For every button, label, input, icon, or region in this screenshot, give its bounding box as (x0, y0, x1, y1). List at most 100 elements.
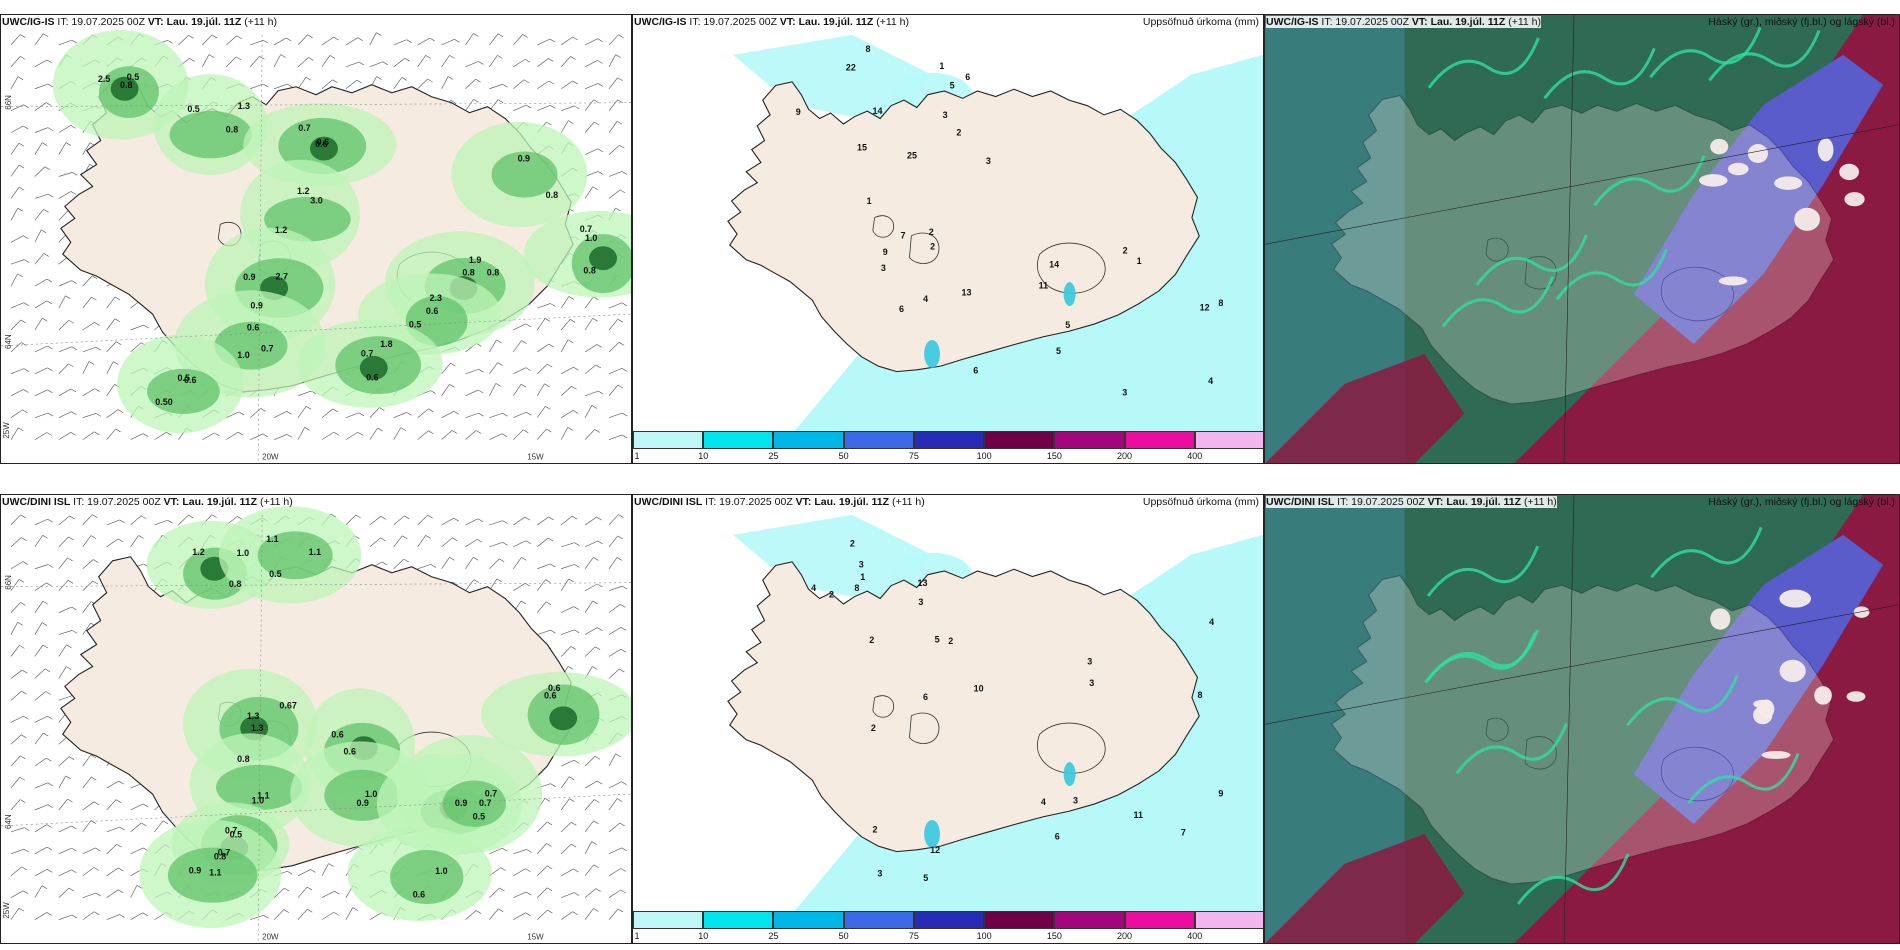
wind-barb (34, 535, 43, 548)
wind-barb-flag (357, 37, 364, 42)
wind-barb (584, 908, 594, 920)
wind-barb-flag (550, 303, 556, 307)
precip-area (110, 76, 139, 101)
wind-barb-flag (568, 578, 574, 583)
wind-barb (537, 58, 549, 68)
wind-barb (106, 889, 119, 898)
wind-barb (537, 843, 547, 855)
wind-barb (321, 863, 329, 876)
wind-barb-flag (93, 559, 99, 563)
wind-barb-flag (41, 229, 47, 234)
wind-barb-flag (574, 105, 580, 110)
wind-barb-flag (619, 189, 626, 194)
glacier-outline (1524, 256, 1557, 290)
high-cloud-gap (1779, 659, 1806, 683)
coord-label-lon25: 25W (2, 902, 11, 919)
wind-barb (154, 820, 164, 833)
accum-value-label: 5 (923, 873, 928, 883)
wind-barb (273, 410, 287, 419)
wind-barb-flag (71, 411, 77, 416)
cloud-cover-map[interactable] (1265, 495, 1899, 944)
wind-barb-flag (23, 848, 30, 853)
wind-barb-flag (47, 127, 54, 131)
precip-value-label: 1.0 (252, 795, 264, 805)
high-cloud-gap (1839, 163, 1859, 181)
wind-barb (441, 411, 455, 419)
wind-barb-flag (595, 364, 601, 369)
precip-value-label: 0.6 (366, 373, 378, 383)
wind-barb-flag (594, 756, 601, 760)
accum-value-label: 8 (1198, 690, 1203, 700)
accum-value-label: 5 (1056, 346, 1061, 356)
wind-barb-flag (237, 516, 243, 520)
glacier-outline (1660, 266, 1734, 322)
wind-barb (465, 579, 475, 591)
wind-barb (465, 78, 476, 90)
wind-barb-flag (142, 912, 148, 917)
glacier-outline (1485, 717, 1509, 742)
wind-barb (58, 346, 72, 353)
wind-barb (369, 516, 382, 526)
coord-label-lon15: 15W (527, 933, 544, 942)
cloud-cover-map[interactable] (1265, 15, 1899, 464)
wind-barb (513, 582, 526, 591)
wind-barb (608, 121, 618, 133)
cloud-edge (1626, 674, 1739, 727)
wind-barb (274, 83, 288, 90)
wind-barb-flag (117, 538, 124, 543)
wind-barb-flag (621, 781, 627, 786)
wind-barb-flag (502, 412, 508, 417)
wind-barb-flag (140, 515, 147, 520)
wind-barb (441, 537, 453, 548)
wind-barb-flag (66, 644, 72, 649)
wind-barb (513, 58, 526, 68)
wind-barb (297, 427, 305, 440)
wind-barb-flag (47, 804, 53, 809)
wind-barb (34, 804, 48, 811)
wind-barb-flag (44, 668, 51, 673)
coord-label-lon25: 25W (2, 422, 11, 439)
accum-value-label: 2 (850, 539, 855, 549)
wind-barb (345, 61, 360, 68)
precip-value-label: 0.6 (548, 683, 560, 693)
wind-barb-flag (20, 56, 26, 60)
wind-barb (513, 516, 526, 526)
precip-value-label: 0.9 (189, 865, 201, 875)
wind-barb-flag (263, 83, 269, 88)
wind-barb (608, 798, 618, 811)
wind-barb (58, 125, 71, 133)
high-cloud-gap (1718, 276, 1748, 286)
wind-barb (417, 430, 429, 440)
wind-barb-flag (310, 390, 317, 395)
glacier-outline (872, 215, 895, 238)
wind-barb (561, 759, 574, 767)
wind-barb (10, 799, 21, 811)
wind-barb-flag (21, 690, 27, 695)
wind-barb-flag (597, 148, 603, 153)
panel-dini-wind: UWC/DINI ISL IT: 19.07.2025 00Z VT: Lau.… (0, 494, 632, 944)
wind-barb-flag (333, 36, 339, 41)
precip-value-label: 1.3 (238, 101, 250, 111)
wind-barb (513, 849, 527, 855)
wind-barb-flag (524, 58, 531, 63)
wind-barb (584, 405, 593, 418)
wind-barb-flag (520, 383, 527, 388)
wind-barb (34, 193, 49, 199)
wind-barb-flag (45, 691, 51, 695)
wind-barb (489, 383, 497, 396)
wind-barb (537, 38, 551, 46)
wind-barb (560, 319, 571, 331)
graticule-line (257, 34, 263, 463)
wind-barb-flag (21, 342, 27, 346)
glacier-outline (909, 232, 940, 264)
wind-barb-flag (597, 38, 603, 43)
wind-barb-flag (592, 186, 598, 191)
wind-barb-flag (138, 535, 144, 539)
precip-value-label: 2.3 (430, 293, 442, 303)
cloud-edge (1475, 234, 1588, 286)
wind-barb-flag (615, 207, 621, 212)
